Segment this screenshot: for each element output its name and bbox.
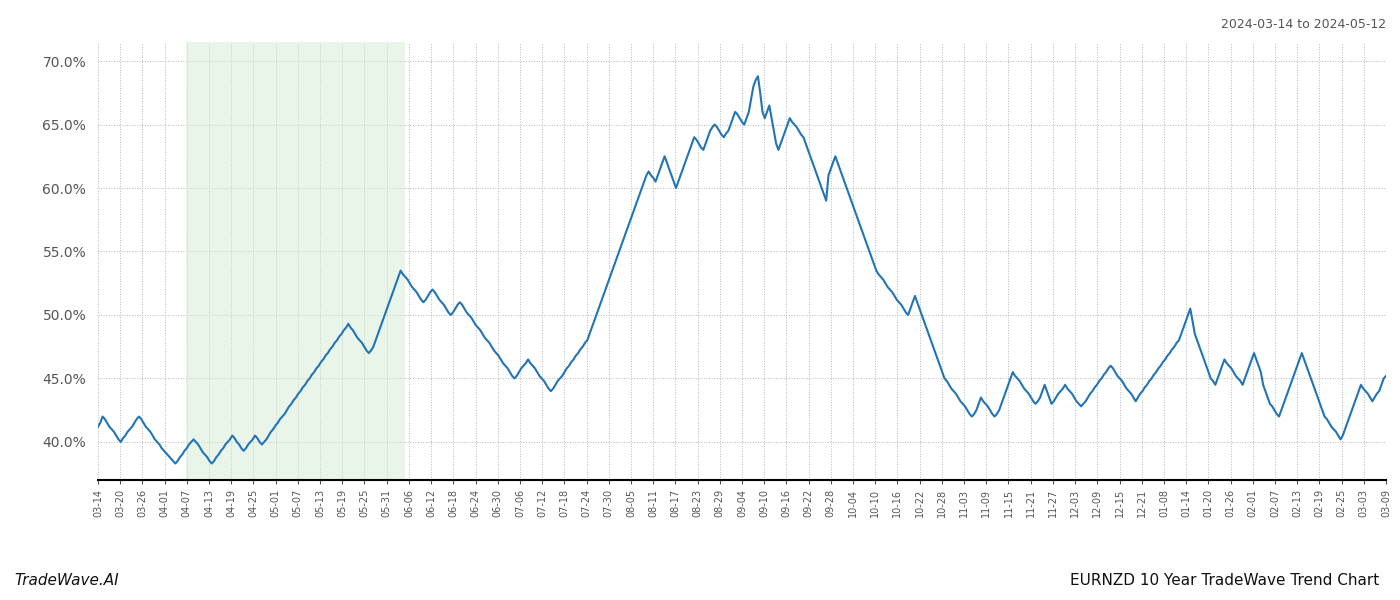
Text: EURNZD 10 Year TradeWave Trend Chart: EURNZD 10 Year TradeWave Trend Chart	[1070, 573, 1379, 588]
Text: 2024-03-14 to 2024-05-12: 2024-03-14 to 2024-05-12	[1221, 18, 1386, 31]
Text: TradeWave.AI: TradeWave.AI	[14, 573, 119, 588]
Bar	[186, 42, 405, 480]
